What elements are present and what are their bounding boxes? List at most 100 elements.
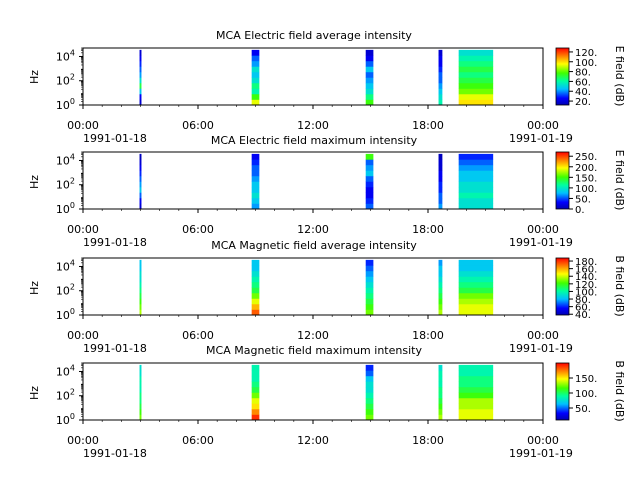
heat-cell bbox=[365, 88, 374, 95]
colorbar bbox=[555, 362, 570, 421]
heat-cell bbox=[438, 386, 443, 393]
heat-cell bbox=[438, 66, 443, 73]
heat-cell bbox=[139, 99, 142, 106]
y-tick-exponent: 4 bbox=[70, 152, 75, 161]
data-segment bbox=[365, 49, 374, 106]
data-segment bbox=[139, 49, 142, 106]
y-tick-exponent: 2 bbox=[70, 177, 75, 186]
heat-cell bbox=[365, 60, 374, 67]
heat-cell bbox=[438, 298, 443, 305]
heat-cell bbox=[458, 77, 494, 84]
heat-cell bbox=[139, 159, 142, 166]
heat-cell bbox=[251, 60, 260, 67]
heat-cell bbox=[365, 153, 374, 160]
colorbar-tick-label: 160. bbox=[575, 265, 597, 276]
y-tick-labels: 100 102 104 bbox=[56, 47, 83, 112]
heat-cell bbox=[438, 392, 443, 399]
spectrogram-plot bbox=[82, 362, 544, 421]
spectrogram-plot bbox=[82, 257, 544, 316]
heat-cell bbox=[365, 99, 374, 106]
heat-cell bbox=[251, 186, 260, 193]
heat-cell bbox=[438, 309, 443, 316]
heat-cell bbox=[365, 281, 374, 288]
heat-cell bbox=[139, 197, 142, 204]
data-segment bbox=[458, 49, 494, 106]
heat-cell bbox=[438, 60, 443, 67]
x-tick-label: 12:00 bbox=[297, 329, 329, 342]
x-tick-label: 00:00 bbox=[527, 119, 559, 132]
heat-cell bbox=[139, 381, 142, 388]
colorbar-label: B field (dB) bbox=[613, 360, 626, 421]
y-tick-exponent: 0 bbox=[70, 97, 75, 106]
heat-cell bbox=[251, 66, 260, 73]
heat-cell bbox=[251, 370, 260, 377]
colorbar-tick-label: 20. bbox=[575, 97, 591, 108]
heat-cell bbox=[139, 292, 142, 299]
date-end-label: 1991-01-19 bbox=[509, 342, 573, 355]
heat-cell bbox=[458, 309, 494, 316]
colorbar-ticks: 50. 100. 150. bbox=[569, 374, 597, 415]
y-tick-label: 104 bbox=[56, 258, 75, 273]
heat-cell bbox=[365, 186, 374, 193]
heat-cell bbox=[438, 71, 443, 78]
y-axis-label: Hz bbox=[28, 386, 41, 400]
heat-cell bbox=[458, 287, 494, 294]
data-segment bbox=[251, 364, 260, 421]
heat-cell bbox=[365, 276, 374, 283]
date-start-label: 1991-01-18 bbox=[83, 447, 147, 460]
y-tick-labels: 100 102 104 bbox=[56, 151, 83, 216]
colorbar bbox=[555, 47, 570, 106]
heat-cell bbox=[139, 181, 142, 188]
colorbar-label: E field (dB) bbox=[613, 46, 626, 107]
heat-cell bbox=[458, 88, 494, 95]
y-tick-exponent: 2 bbox=[70, 388, 75, 397]
heat-cell bbox=[438, 197, 443, 204]
heat-cell bbox=[458, 364, 494, 371]
data-segment bbox=[365, 364, 374, 421]
heat-cell bbox=[365, 66, 374, 73]
colorbar-tick-label: 120. bbox=[575, 48, 597, 59]
heat-cell bbox=[438, 375, 443, 382]
heat-cell bbox=[438, 55, 443, 62]
heat-cell bbox=[438, 281, 443, 288]
heat-cell bbox=[251, 153, 260, 160]
heat-cell bbox=[365, 77, 374, 84]
heat-cell bbox=[458, 265, 494, 272]
heat-cell bbox=[251, 192, 260, 199]
heat-cell bbox=[438, 397, 443, 404]
panel-title: MCA Magnetic field maximum intensity bbox=[206, 344, 422, 357]
data-segment bbox=[458, 364, 494, 421]
heat-cell bbox=[251, 197, 260, 204]
heat-cell bbox=[438, 153, 443, 160]
heat-cell bbox=[458, 49, 494, 56]
heat-cell bbox=[365, 170, 374, 177]
y-tick-label: 104 bbox=[56, 363, 75, 378]
x-tick-label: 00:00 bbox=[527, 329, 559, 342]
heat-cell bbox=[458, 392, 494, 399]
heat-cell bbox=[139, 364, 142, 371]
heat-cell bbox=[458, 203, 494, 210]
data-segment bbox=[438, 49, 443, 106]
heat-cell bbox=[365, 375, 374, 382]
y-tick-label: 100 bbox=[56, 97, 75, 112]
heat-cell bbox=[438, 82, 443, 89]
heat-cell bbox=[458, 414, 494, 421]
heat-cell bbox=[251, 259, 260, 266]
data-segment bbox=[438, 364, 443, 421]
x-tick-label: 06:00 bbox=[182, 119, 214, 132]
data-segment bbox=[251, 153, 260, 210]
heat-cell bbox=[365, 403, 374, 410]
heat-cell bbox=[458, 381, 494, 388]
heat-cell bbox=[251, 414, 260, 421]
data-segment bbox=[365, 153, 374, 210]
panel-1: MCA Electric field average intensity Hz … bbox=[28, 29, 626, 145]
heat-cell bbox=[458, 303, 494, 310]
heat-cell bbox=[139, 82, 142, 89]
y-tick-exponent: 4 bbox=[70, 258, 75, 267]
colorbar-tick-label: 100. bbox=[575, 287, 597, 298]
heat-cell bbox=[365, 55, 374, 62]
heat-cell bbox=[438, 88, 443, 95]
heat-cell bbox=[365, 386, 374, 393]
heat-cell bbox=[251, 77, 260, 84]
